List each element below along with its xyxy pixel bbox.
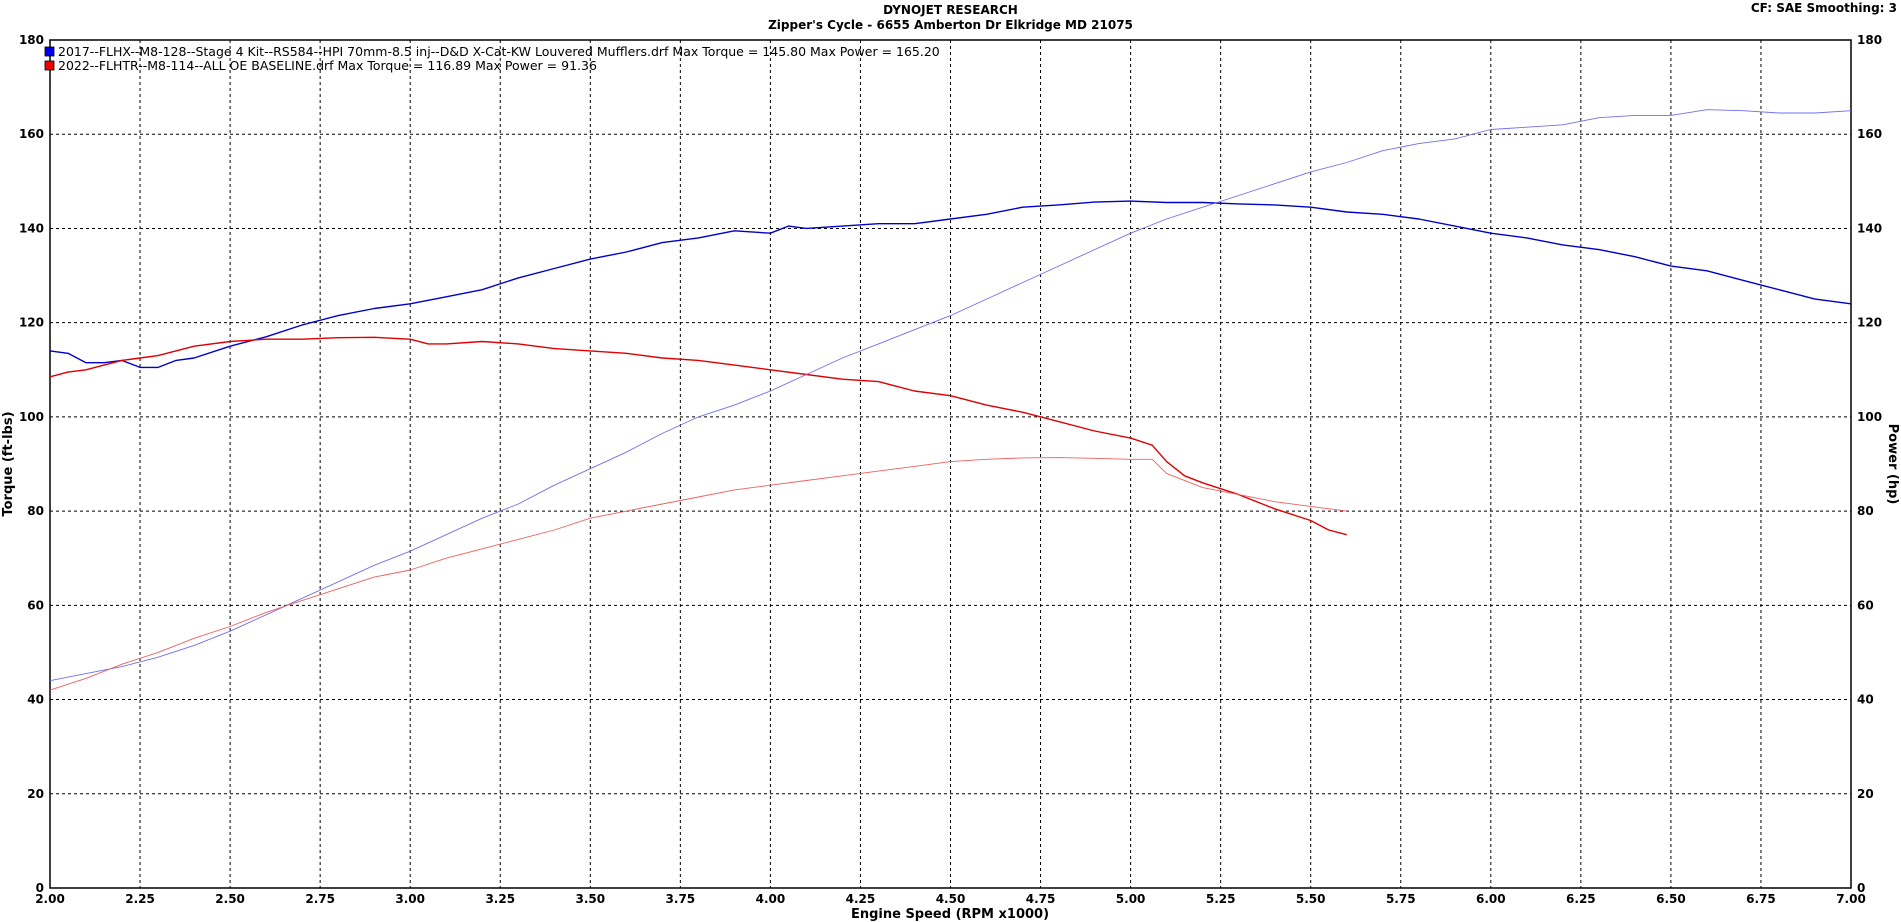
y-tick-label-right: 180 (1857, 33, 1882, 47)
y-tick-label-right: 140 (1857, 221, 1882, 235)
series-line-2 (49, 109, 1852, 682)
grid-lines (50, 40, 1851, 888)
y-tick-label-left: 80 (27, 504, 44, 518)
series-line-1 (49, 336, 1347, 536)
data-series (49, 109, 1852, 691)
y-axis-label-left: Torque (ft-lbs) (1, 411, 16, 516)
x-tick-label: 7.00 (1836, 892, 1866, 906)
chart-title: DYNOJET RESEARCH (883, 3, 1018, 17)
x-tick-label: 3.50 (575, 892, 605, 906)
x-tick-label: 3.00 (395, 892, 425, 906)
x-tick-label: 4.75 (1026, 892, 1056, 906)
legend-entry-0: 2017--FLHX--M8-128--Stage 4 Kit--RS584--… (58, 44, 940, 59)
y-axis-label-right: Power (hp) (1885, 424, 1900, 505)
y-tick-label-right: 160 (1857, 127, 1882, 141)
legend: 2017--FLHX--M8-128--Stage 4 Kit--RS584--… (44, 44, 940, 73)
y-tick-label-right: 40 (1857, 693, 1874, 707)
y-tick-label-left: 140 (19, 221, 44, 235)
y-tick-label-left: 20 (27, 787, 44, 801)
y-tick-label-left: 40 (27, 693, 44, 707)
y-tick-label-right: 100 (1857, 410, 1882, 424)
x-tick-label: 4.00 (756, 892, 786, 906)
y-tick-label-right: 20 (1857, 787, 1874, 801)
y-tick-label-right: 80 (1857, 504, 1874, 518)
y-tick-label-left: 120 (19, 316, 44, 330)
chart-subtitle: Zipper's Cycle - 6655 Amberton Dr Elkrid… (768, 18, 1133, 32)
y-tick-label-left: 180 (19, 33, 44, 47)
series-line-0 (49, 200, 1852, 369)
legend-swatch-1 (44, 60, 55, 71)
legend-entry-1: 2022--FLHTR--M8-114--ALL OE BASELINE.drf… (58, 58, 597, 73)
x-tick-label: 6.00 (1476, 892, 1506, 906)
x-tick-label: 5.25 (1206, 892, 1236, 906)
tick-labels: 2.00 2.25 2.50 2.75 3.00 3.25 3.50 3.75 4.00 4.25… (19, 33, 1882, 906)
x-tick-label: 6.25 (1566, 892, 1596, 906)
x-tick-label: 2.25 (125, 892, 155, 906)
x-tick-label: 6.50 (1656, 892, 1686, 906)
series-line-3 (49, 457, 1347, 691)
x-tick-label: 5.75 (1386, 892, 1416, 906)
y-tick-label-right: 120 (1857, 316, 1882, 330)
x-axis-label: Engine Speed (RPM x1000) (851, 907, 1049, 922)
x-tick-label: 4.50 (936, 892, 966, 906)
x-tick-label: 4.25 (846, 892, 876, 906)
x-tick-label: 3.25 (485, 892, 515, 906)
x-tick-label: 2.75 (305, 892, 335, 906)
x-tick-label: 2.50 (215, 892, 245, 906)
x-tick-label: 2.00 (35, 892, 65, 906)
y-tick-label-left: 160 (19, 127, 44, 141)
x-tick-label: 5.00 (1116, 892, 1146, 906)
y-tick-label-right: 60 (1857, 598, 1874, 612)
x-tick-label: 3.75 (666, 892, 696, 906)
y-tick-label-right: 0 (1857, 881, 1865, 895)
correction-factor-info: CF: SAE Smoothing: 3 (1750, 1, 1897, 15)
x-tick-label: 6.75 (1746, 892, 1776, 906)
legend-swatch-0 (44, 46, 55, 57)
y-tick-label-left: 100 (19, 410, 44, 424)
x-tick-label: 5.50 (1296, 892, 1326, 906)
y-tick-label-left: 0 (36, 881, 44, 895)
y-tick-label-left: 60 (27, 598, 44, 612)
